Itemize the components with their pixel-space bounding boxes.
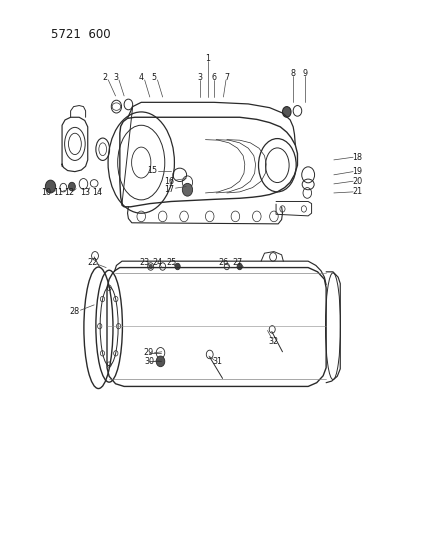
Text: 7: 7 — [224, 73, 229, 82]
Circle shape — [68, 182, 75, 191]
Text: 4: 4 — [139, 73, 144, 82]
Text: 8: 8 — [291, 69, 296, 78]
Circle shape — [282, 107, 291, 117]
Circle shape — [175, 263, 180, 270]
Text: 28: 28 — [70, 308, 80, 316]
Circle shape — [237, 263, 242, 270]
Text: 23: 23 — [140, 258, 150, 266]
Text: 11: 11 — [53, 189, 63, 197]
Text: 12: 12 — [64, 189, 74, 197]
Text: 24: 24 — [152, 258, 163, 266]
Text: 16: 16 — [164, 177, 174, 185]
Text: 5721  600: 5721 600 — [51, 28, 111, 41]
Text: 9: 9 — [302, 69, 307, 78]
Text: 15: 15 — [147, 166, 157, 175]
Text: 3: 3 — [198, 73, 203, 82]
Circle shape — [149, 264, 152, 269]
Circle shape — [182, 183, 193, 196]
Circle shape — [156, 356, 165, 367]
Text: 5: 5 — [152, 73, 157, 82]
Text: 17: 17 — [164, 185, 174, 193]
Text: 29: 29 — [144, 349, 154, 357]
Text: 32: 32 — [269, 337, 279, 345]
Text: 19: 19 — [352, 167, 363, 176]
Text: 13: 13 — [80, 189, 91, 197]
Text: 30: 30 — [144, 357, 154, 366]
Text: 18: 18 — [352, 153, 363, 161]
Text: 26: 26 — [218, 258, 229, 266]
Circle shape — [45, 180, 56, 193]
Text: 27: 27 — [232, 258, 243, 266]
Text: 20: 20 — [352, 177, 363, 185]
Text: 21: 21 — [352, 188, 363, 196]
Text: 6: 6 — [211, 73, 217, 82]
Text: 2: 2 — [102, 73, 107, 82]
Text: 10: 10 — [41, 189, 51, 197]
Text: 31: 31 — [212, 357, 223, 366]
Text: 3: 3 — [113, 73, 118, 82]
Text: 14: 14 — [92, 189, 103, 197]
Text: 1: 1 — [205, 54, 210, 63]
Text: 25: 25 — [166, 258, 176, 266]
Text: 22: 22 — [87, 258, 97, 266]
